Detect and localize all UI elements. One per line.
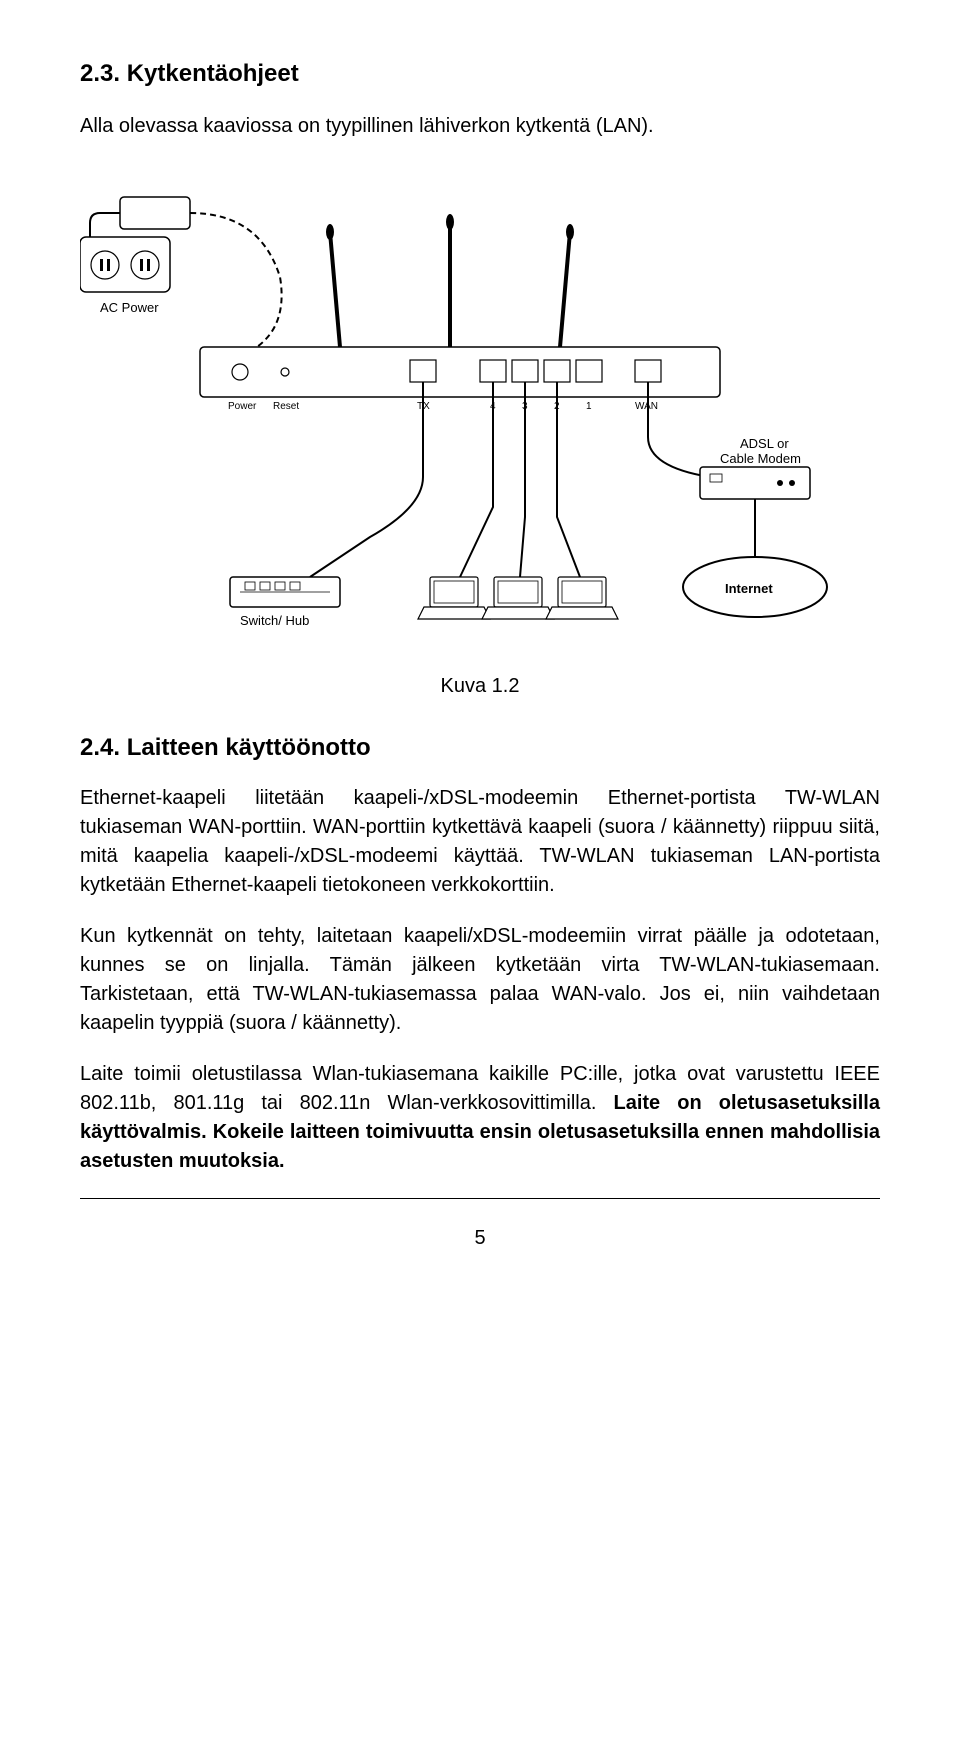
section-heading-1: 2.3. Kytkentäohjeet	[80, 60, 880, 88]
connection-diagram: AC Power Power Reset	[80, 177, 880, 657]
divider	[80, 1198, 880, 1199]
paragraph-3: Laite toimii oletustilassa Wlan-tukiasem…	[80, 1060, 880, 1176]
diagram-svg: AC Power Power Reset	[80, 177, 840, 657]
section-heading-2: 2.4. Laitteen käyttöönotto	[80, 734, 880, 762]
reset-label: Reset	[273, 401, 299, 412]
port1-label: 1	[586, 401, 592, 412]
adsl-label: ADSL or	[740, 436, 789, 451]
paragraph-1: Ethernet-kaapeli liitetään kaapeli-/xDSL…	[80, 784, 880, 900]
cable-modem-label: Cable Modem	[720, 451, 801, 466]
router-group: Power Reset TX 4 3 2 1 WAN	[200, 214, 720, 412]
page-number: 5	[80, 1227, 880, 1250]
internet-node: Internet	[683, 557, 827, 617]
switch-hub: Switch/ Hub	[230, 577, 340, 628]
intro-paragraph: Alla olevassa kaaviossa on tyypillinen l…	[80, 112, 880, 141]
modem: ADSL or Cable Modem	[700, 436, 810, 557]
ac-power-group: AC Power	[80, 197, 282, 357]
wan-label: WAN	[635, 401, 658, 412]
figure-caption: Kuva 1.2	[80, 675, 880, 698]
power-port-label: Power	[228, 401, 257, 412]
internet-label: Internet	[725, 581, 773, 596]
ac-power-label: AC Power	[100, 300, 159, 315]
laptops	[418, 577, 618, 619]
switch-hub-label: Switch/ Hub	[240, 613, 309, 628]
paragraph-2: Kun kytkennät on tehty, laitetaan kaapel…	[80, 922, 880, 1038]
